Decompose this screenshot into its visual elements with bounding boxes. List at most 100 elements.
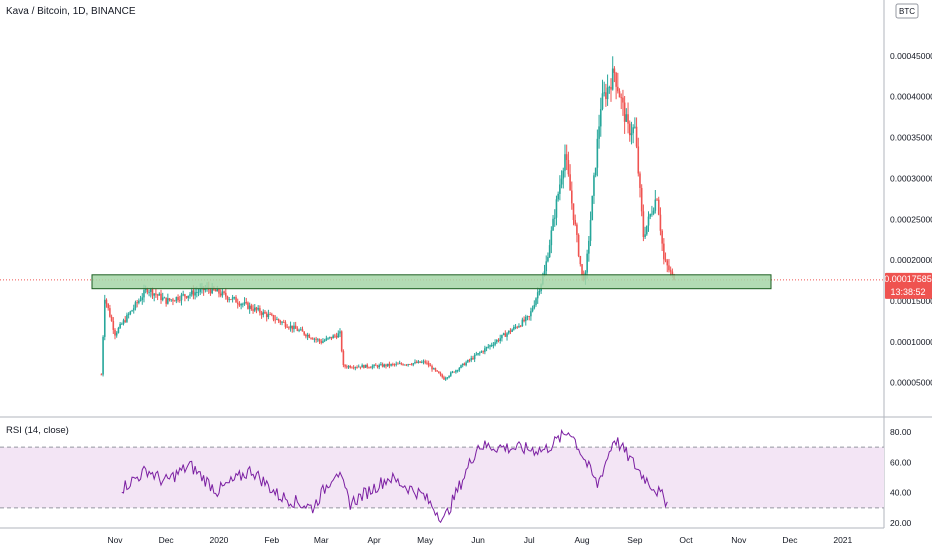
candle-body xyxy=(651,213,653,215)
price-pane[interactable] xyxy=(0,0,884,416)
candle-body xyxy=(282,321,285,323)
price-tick-label: 0.00005000 xyxy=(890,378,932,388)
candle-body xyxy=(668,265,670,271)
time-tick-label: Feb xyxy=(264,535,279,545)
candle-body xyxy=(594,167,597,176)
candle-body xyxy=(461,363,464,366)
candle-body xyxy=(100,374,103,376)
candle-body xyxy=(497,340,500,341)
candle-body xyxy=(115,332,118,336)
support-zone-rectangle[interactable] xyxy=(91,274,772,290)
candle-body xyxy=(424,361,427,363)
candle-body xyxy=(374,364,377,366)
current-price-label: 0.00017585 13:38:52 xyxy=(884,272,932,299)
candle-body xyxy=(330,336,333,339)
candle-body xyxy=(489,345,491,347)
candle-body xyxy=(543,271,546,277)
candle-body xyxy=(172,299,174,301)
candle-body xyxy=(173,300,176,302)
candle-body xyxy=(380,364,382,366)
candle-body xyxy=(131,310,133,312)
time-axis[interactable]: Nov Dec 2020 Feb Mar Apr May Jun Jul Aug Sep Oct Nov… xyxy=(107,535,852,545)
candle-body xyxy=(129,311,132,315)
candle-body xyxy=(429,365,432,367)
price-scale[interactable]: 0.00045000 0.00040000 0.00035000 0.00030000… xyxy=(890,51,932,388)
candle-body xyxy=(410,364,413,366)
candle-body xyxy=(467,359,469,363)
time-tick-label: Apr xyxy=(367,535,380,545)
candle-body xyxy=(599,109,602,127)
candle-body xyxy=(298,330,300,331)
candle-body xyxy=(161,297,164,301)
candle-body xyxy=(628,123,631,136)
price-tick-label: 0.00010000 xyxy=(890,337,932,347)
candle-body xyxy=(472,358,474,360)
candle-body xyxy=(230,299,232,301)
candle-body xyxy=(637,146,640,174)
candle-body xyxy=(547,257,549,262)
candle-body xyxy=(238,303,241,306)
candle-body xyxy=(632,127,634,134)
candle-body xyxy=(339,331,341,334)
candle-body xyxy=(436,370,438,372)
currency-badge: BTC xyxy=(899,7,915,16)
candle-body xyxy=(184,294,186,297)
candle-body xyxy=(272,315,275,320)
candle-body xyxy=(182,294,184,296)
rsi-scale[interactable]: 80.00 60.00 40.00 20.00 xyxy=(890,427,912,528)
candle-body xyxy=(490,345,493,346)
candle-body xyxy=(652,210,655,214)
candle-body xyxy=(439,373,442,375)
candle-body xyxy=(257,308,259,310)
candle-body xyxy=(441,374,444,378)
candle-body xyxy=(446,377,449,379)
candle-body xyxy=(231,297,234,300)
candle-body xyxy=(214,289,217,292)
candle-body xyxy=(603,92,605,94)
candle-body xyxy=(223,291,225,293)
candle-body xyxy=(427,362,430,366)
candle-body xyxy=(663,243,665,260)
candle-body xyxy=(630,133,633,136)
candle-body xyxy=(576,224,578,235)
currency-badge-box[interactable] xyxy=(895,3,919,19)
candle-body xyxy=(119,323,121,329)
candle-body xyxy=(351,367,353,369)
candle-body xyxy=(593,175,595,196)
candle-body xyxy=(284,322,287,327)
candle-body xyxy=(634,126,636,128)
candle-body xyxy=(664,259,667,261)
candle-body xyxy=(567,159,570,175)
candle-body xyxy=(398,363,401,365)
candle-body xyxy=(242,303,244,305)
time-tick-label: Jun xyxy=(471,535,485,545)
candle-body xyxy=(218,288,220,294)
candle-body xyxy=(199,288,202,292)
candle-body xyxy=(248,305,251,309)
candle-body xyxy=(506,333,508,337)
candle-body xyxy=(528,316,530,317)
candle-body xyxy=(301,329,304,332)
candle-body xyxy=(671,271,674,275)
candle-body xyxy=(134,302,137,309)
candle-body xyxy=(322,341,324,343)
candle-body xyxy=(194,292,196,296)
rsi-line xyxy=(121,428,668,524)
rsi-tick-label: 40.00 xyxy=(890,488,912,498)
candle-body xyxy=(386,363,389,367)
candle-body xyxy=(524,316,527,322)
candle-body xyxy=(383,364,386,367)
candle-body xyxy=(610,86,612,90)
candle-body xyxy=(255,307,258,310)
candle-body xyxy=(639,173,641,188)
candle-body xyxy=(105,299,108,304)
candle-body xyxy=(485,347,488,349)
symbol-title: Kava / Bitcoin, 1D, BINANCE xyxy=(6,6,136,17)
candle-body xyxy=(189,294,191,296)
candle-body xyxy=(432,368,435,370)
time-tick-label: 2021 xyxy=(833,535,852,545)
candle-body xyxy=(141,297,144,300)
candle-body xyxy=(511,329,513,332)
candle-body xyxy=(335,335,338,338)
